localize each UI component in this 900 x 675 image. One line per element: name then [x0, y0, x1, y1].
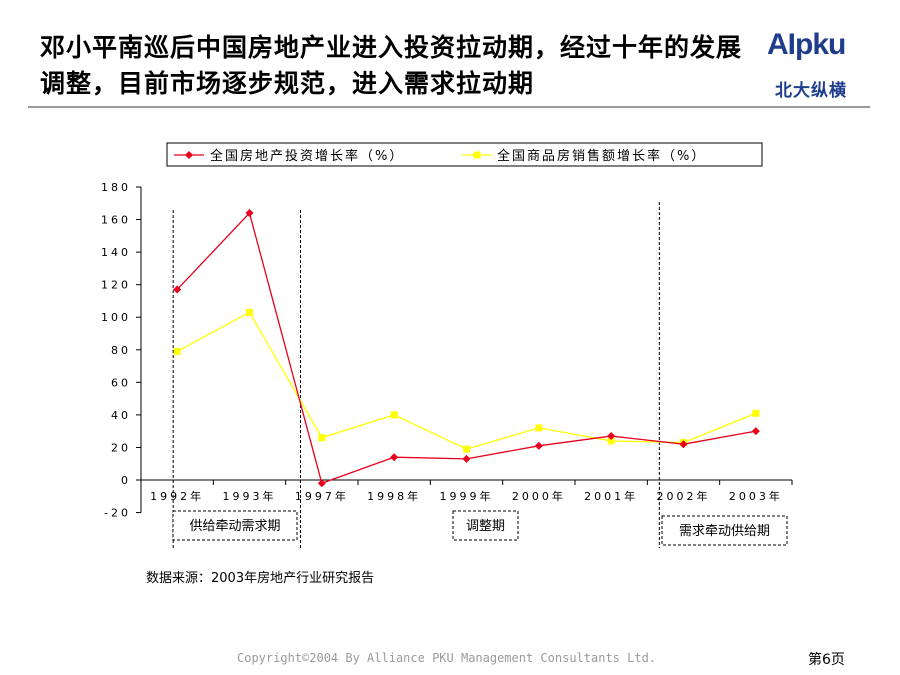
phase-label-box [661, 515, 788, 546]
x-tick-label: 1999年 [440, 489, 494, 503]
x-tick-label: 2003年 [729, 489, 783, 503]
data-point-investment [534, 441, 543, 450]
y-tick-label: 60 [111, 376, 131, 389]
data-point-investment [462, 454, 471, 463]
header-divider [28, 106, 870, 108]
y-tick-label: 80 [111, 344, 131, 357]
logo-subtitle: 北大纵横 [775, 81, 847, 101]
data-point-investment [390, 453, 399, 462]
data-point-sales [173, 347, 181, 355]
company-logo: AIpku 北大纵横 [767, 28, 877, 103]
data-point-sales [390, 411, 398, 419]
y-tick-label: 20 [111, 441, 131, 454]
legend-marker-sales [473, 151, 481, 159]
legend-label-investment: 全国房地产投资增长率（%） [210, 148, 404, 164]
data-point-investment [679, 440, 688, 449]
data-point-sales [535, 424, 543, 432]
data-point-sales [463, 445, 470, 453]
phase-label: 调整期 [466, 519, 505, 534]
phase-label: 供给牵动需求期 [189, 519, 280, 534]
logo-text: AIpku [767, 28, 846, 61]
data-point-investment [751, 427, 760, 436]
phase-label: 需求牵动供给期 [679, 524, 770, 539]
y-tick-label: 160 [101, 214, 131, 227]
x-tick-label: 1997年 [295, 489, 349, 503]
x-tick-label: 2001年 [584, 489, 638, 503]
page-number: 第6页 [808, 652, 845, 668]
slide-title: 邓小平南巡后中国房地产业进入投资拉动期，经过十年的发展调整，目前市场逐步规范，进… [40, 33, 743, 98]
data-point-sales [246, 308, 253, 316]
x-tick-label: 1998年 [367, 489, 421, 503]
y-tick-label: 0 [121, 474, 131, 487]
data-point-investment [317, 479, 326, 488]
y-tick-label: 120 [101, 279, 131, 292]
series-line-sales [176, 311, 757, 450]
data-point-investment [245, 209, 254, 218]
y-tick-label: -20 [104, 507, 131, 520]
y-tick-label: 100 [101, 311, 131, 324]
legend-label-sales: 全国商品房销售额增长率（%） [497, 148, 706, 164]
series-line-investment [176, 211, 756, 485]
data-point-investment [173, 285, 182, 294]
data-point-sales [752, 409, 760, 417]
x-tick-label: 1993年 [223, 489, 277, 503]
data-point-sales [607, 437, 615, 445]
x-tick-label: 1992年 [150, 489, 204, 503]
y-tick-label: 180 [101, 181, 131, 194]
phase-label-box [172, 510, 298, 541]
y-tick-label: 40 [111, 409, 131, 422]
y-tick-label: 140 [101, 246, 131, 259]
legend-marker-investment [185, 151, 193, 159]
x-tick-label: 2000年 [512, 489, 566, 503]
phase-label-box [452, 510, 519, 541]
x-tick-label: 2002年 [657, 489, 711, 503]
copyright-footer: Copyright©2004 By Alliance PKU Managemen… [237, 651, 657, 665]
data-point-investment [607, 432, 616, 441]
data-source-note: 数据来源：2003年房地产行业研究报告 [146, 571, 375, 586]
data-point-sales [318, 434, 326, 442]
